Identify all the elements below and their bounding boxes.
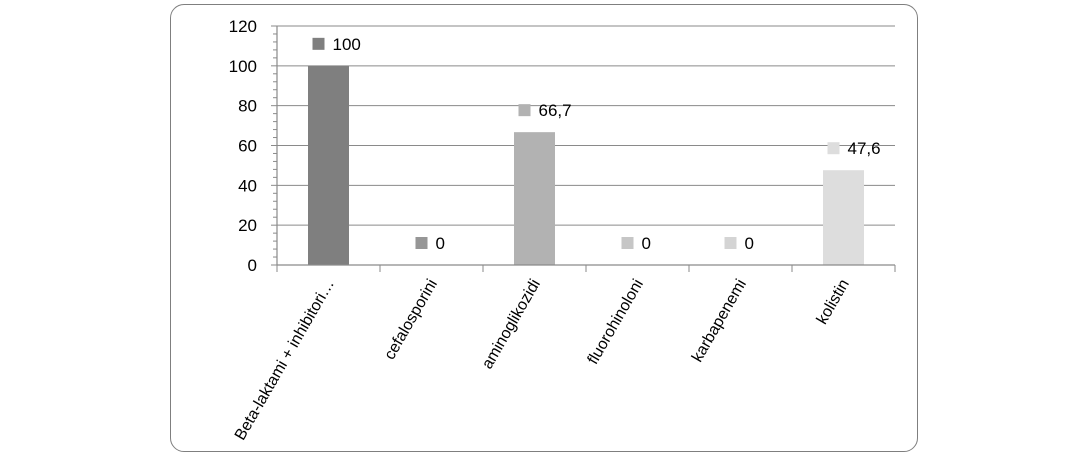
bars xyxy=(308,65,864,265)
y-tick-label: 120 xyxy=(229,17,257,36)
data-label: 66,7 xyxy=(539,101,572,120)
data-label: 0 xyxy=(642,234,651,253)
data-label-marker xyxy=(518,104,531,117)
axes xyxy=(271,25,896,272)
data-label: 0 xyxy=(745,234,754,253)
bar xyxy=(308,65,349,265)
data-label: 100 xyxy=(333,35,361,54)
data-label-marker xyxy=(312,37,325,50)
x-category-label: fluorohinoloni xyxy=(585,277,647,368)
x-category-label: cefalosporini xyxy=(381,277,441,363)
bar xyxy=(823,170,864,265)
y-tick-label: 80 xyxy=(238,97,257,116)
x-category-label: karbapenemi xyxy=(689,277,750,366)
x-category-label: Beta-laktami + inhibitori… xyxy=(232,277,338,444)
x-category-label: kolistin xyxy=(814,277,853,328)
gridlines xyxy=(277,25,895,226)
data-label-marker xyxy=(827,142,840,155)
x-category-label: aminoglikozidi xyxy=(479,277,544,373)
y-tick-label: 20 xyxy=(238,216,257,235)
data-label-marker xyxy=(724,237,737,249)
data-label: 47,6 xyxy=(848,139,881,158)
y-tick-label: 60 xyxy=(238,137,257,156)
bar xyxy=(514,132,555,265)
data-label-marker xyxy=(415,237,428,249)
data-label: 0 xyxy=(436,234,445,253)
y-tick-label: 100 xyxy=(229,57,257,76)
y-tick-label: 40 xyxy=(238,176,257,195)
y-tick-label: 0 xyxy=(248,256,257,275)
data-label-marker xyxy=(621,237,634,249)
